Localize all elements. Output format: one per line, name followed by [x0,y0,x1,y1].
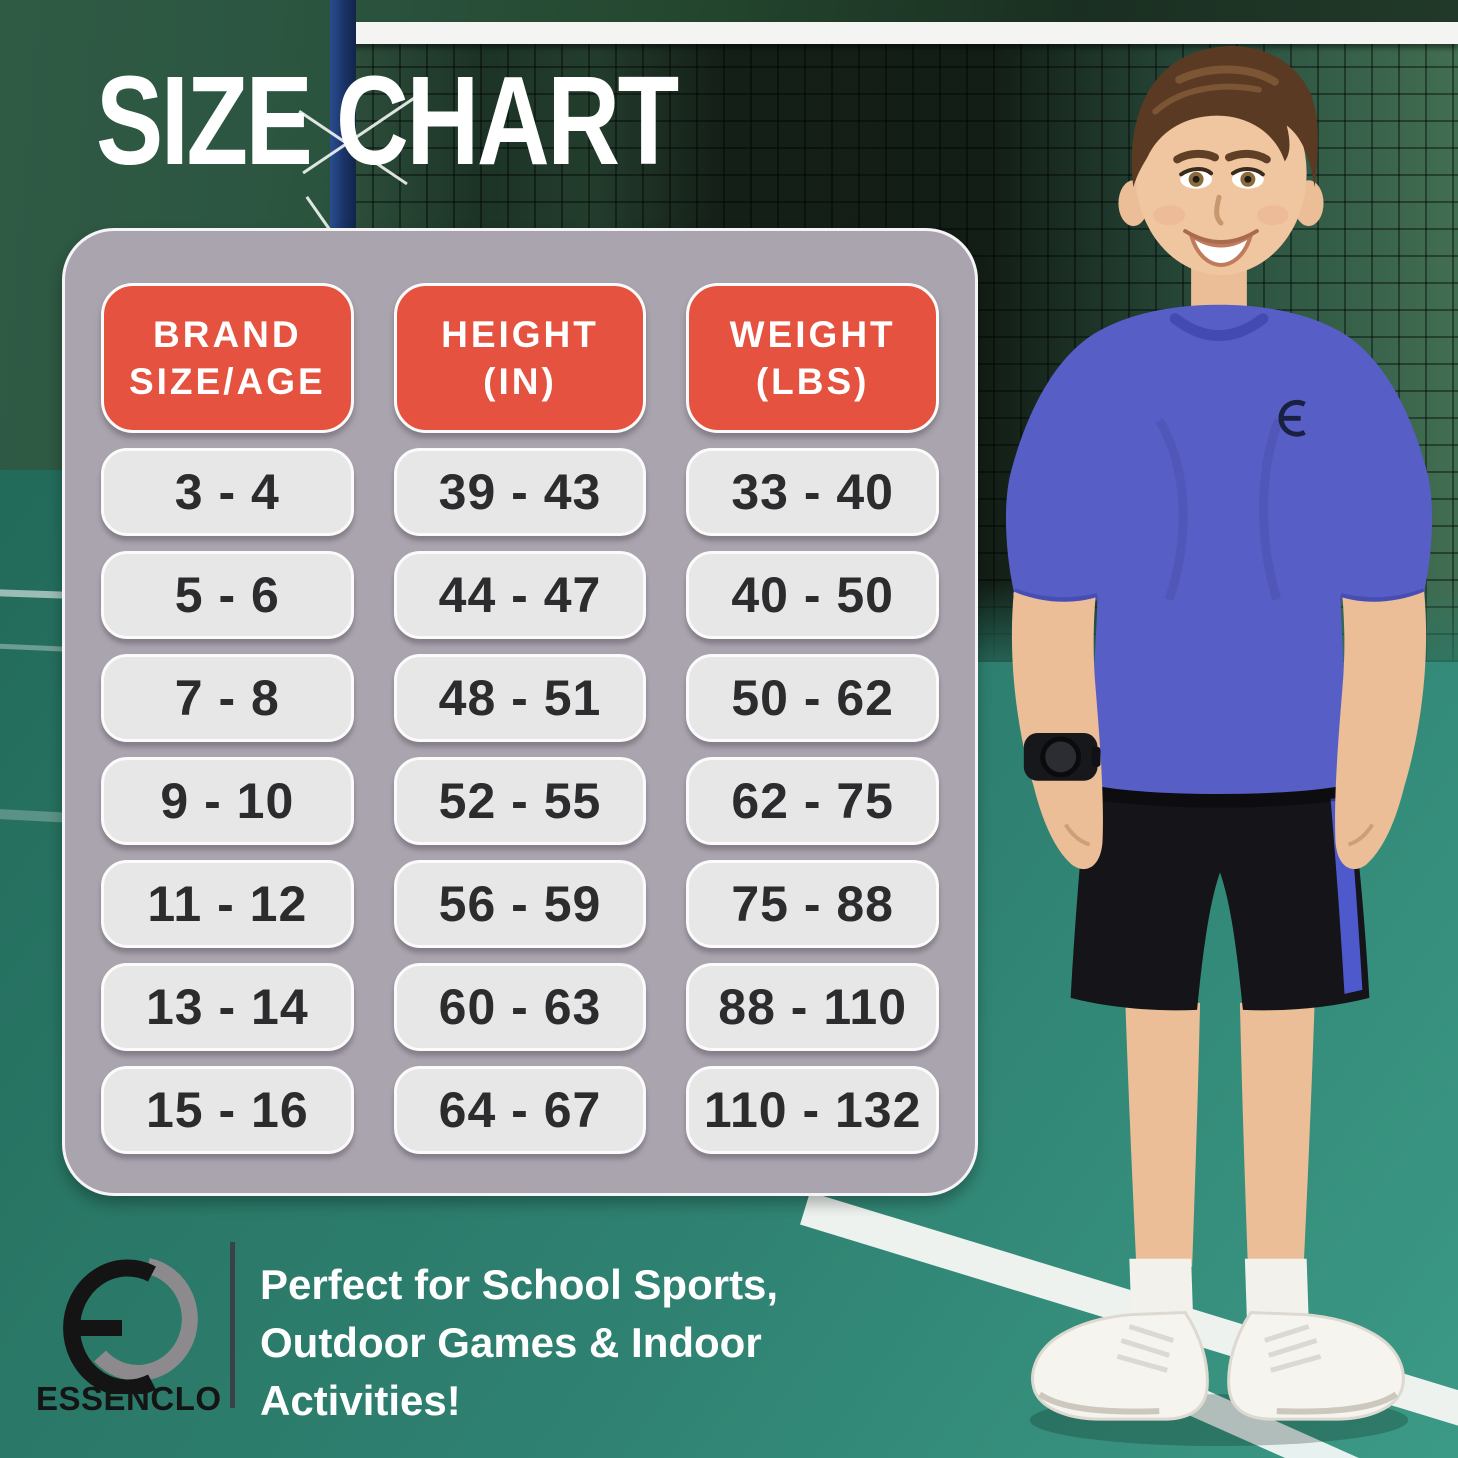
header-line: WEIGHT [729,313,896,355]
header-line: SIZE/AGE [128,361,326,402]
table-cell-age: 3 - 4 [101,448,354,536]
table-cell-height: 44 - 47 [393,551,647,639]
table-cell-weight: 88 - 110 [686,963,939,1051]
page-title: SIZE CHART [96,50,679,191]
column-header-weight-lbs: WEIGHT (LBS) [686,283,939,433]
table-cell-age: 15 - 16 [101,1066,354,1154]
boy-sneakers [1031,1311,1405,1421]
table-cell-height: 64 - 67 [393,1066,647,1154]
column-header-height-in: HEIGHT (IN) [393,283,647,433]
header-line: HEIGHT [441,313,599,355]
boy-shorts [1070,784,1370,1011]
footer-divider [230,1242,235,1408]
wrist-watch [1023,732,1101,781]
column-header-brand-size-age: BRAND SIZE/AGE [101,283,354,433]
table-cell-age: 9 - 10 [101,757,354,845]
boy-nose [1214,194,1224,226]
size-chart-panel: BRAND SIZE/AGE HEIGHT (IN) WEIGHT (LBS) … [62,228,978,1196]
table-cell-weight: 40 - 50 [686,551,939,639]
table-cell-weight: 110 - 132 [686,1066,939,1154]
net-pole [330,0,356,252]
table-cell-weight: 33 - 40 [686,448,939,536]
tagline-line: Activities! [260,1376,461,1424]
header-line: (IN) [483,361,557,402]
boy-eyes [1179,166,1265,189]
boy-arms [1011,591,1427,870]
table-cell-height: 52 - 55 [393,757,647,845]
boy-eyebrows [1173,149,1271,164]
tagline-line: Perfect for School Sports, [260,1261,779,1308]
boy-head [1118,46,1324,275]
table-cell-height: 39 - 43 [393,448,647,536]
net-top-tape [345,22,1458,44]
table-cell-age: 5 - 6 [101,551,354,639]
table-cell-height: 60 - 63 [393,963,647,1051]
boy-socks [1129,1258,1194,1325]
table-cell-age: 11 - 12 [101,860,354,948]
boy-tshirt [1005,304,1433,794]
table-cell-height: 48 - 51 [393,654,647,742]
table-cell-weight: 75 - 88 [686,860,939,948]
boy-model-photo [1005,46,1433,1447]
boy-legs [1125,1002,1201,1267]
boy-smile [1183,229,1259,267]
essenclo-logo [63,1258,198,1394]
table-cell-age: 7 - 8 [101,654,354,742]
tagline-line: Outdoor Games & Indoor [260,1318,762,1366]
brand-name: ESSENCLO [36,1380,222,1417]
table-cell-height: 56 - 59 [393,860,647,948]
table-cell-weight: 50 - 62 [686,654,939,742]
tagline: Perfect for School Sports, Outdoor Games… [260,1256,778,1430]
table-cell-weight: 62 - 75 [686,757,939,845]
header-line: BRAND [153,313,302,355]
header-line: (LBS) [755,361,870,402]
table-cell-age: 13 - 14 [101,963,354,1051]
